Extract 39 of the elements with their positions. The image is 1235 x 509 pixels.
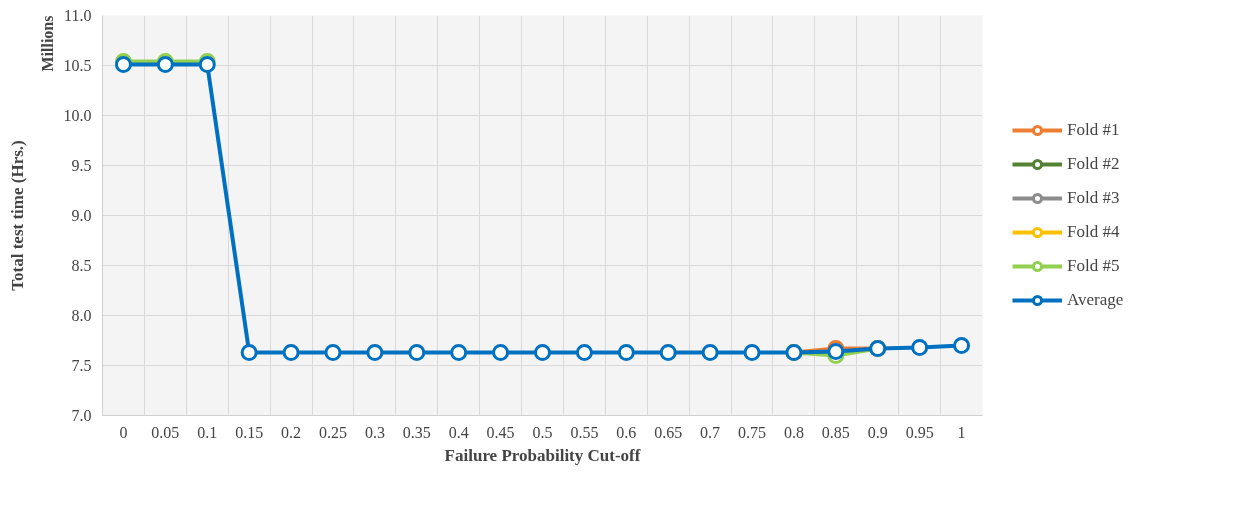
x-tick-label: 0.1 <box>197 423 218 441</box>
x-tick-label: 0.5 <box>532 423 553 441</box>
text: Millions <box>38 15 56 72</box>
x-tick-label: 0.05 <box>151 423 180 441</box>
y-tick-label: 8.0 <box>71 307 92 324</box>
x-tick-label: 0 <box>119 423 128 441</box>
x-axis-title: Failure Probability Cut-off <box>444 445 641 465</box>
y-tick-label: 9.5 <box>71 157 92 174</box>
x-tick-label: 0.15 <box>235 423 264 441</box>
x-tick-label: 0.6 <box>616 423 637 441</box>
x-tick-label: 0.65 <box>654 423 683 441</box>
legend-label: Average <box>1067 290 1124 310</box>
x-tick-label: 0.7 <box>700 423 721 441</box>
y-tick-label: 7.0 <box>71 407 92 424</box>
x-tick-label: 0.2 <box>281 423 302 441</box>
x-tick-label: 1 <box>957 423 966 441</box>
x-tick-label: 0.8 <box>783 423 804 441</box>
x-tick-label: 0.85 <box>821 423 850 441</box>
legend-label: Fold #3 <box>1067 188 1120 208</box>
legend-label: Fold #2 <box>1067 154 1120 174</box>
y-tick-label: 7.5 <box>71 357 92 374</box>
x-tick-label: 0.3 <box>364 423 385 441</box>
x-tick-label: 0.55 <box>570 423 599 441</box>
y-tick-label: 11.0 <box>64 7 92 24</box>
x-tick-label: 0.25 <box>318 423 347 441</box>
y-tick-label: 10.5 <box>63 57 92 74</box>
x-tick-label: 0.45 <box>486 423 515 441</box>
y-tick-label: 9.0 <box>71 207 92 224</box>
x-tick-label: 0.35 <box>402 423 431 441</box>
legend-label: Fold #1 <box>1067 120 1120 140</box>
y-tick-label: 8.5 <box>71 257 92 274</box>
x-tick-label: 0.9 <box>867 423 888 441</box>
y-tick-label: 10.0 <box>63 107 92 124</box>
x-tick-label: 0.95 <box>905 423 934 441</box>
legend-label: Fold #5 <box>1067 256 1120 276</box>
x-tick-label: 0.4 <box>448 423 469 441</box>
legend-label: Fold #4 <box>1067 222 1120 242</box>
x-tick-label: 0.75 <box>738 423 767 441</box>
y-axis-title: Total test time (Hrs.) <box>7 140 27 291</box>
